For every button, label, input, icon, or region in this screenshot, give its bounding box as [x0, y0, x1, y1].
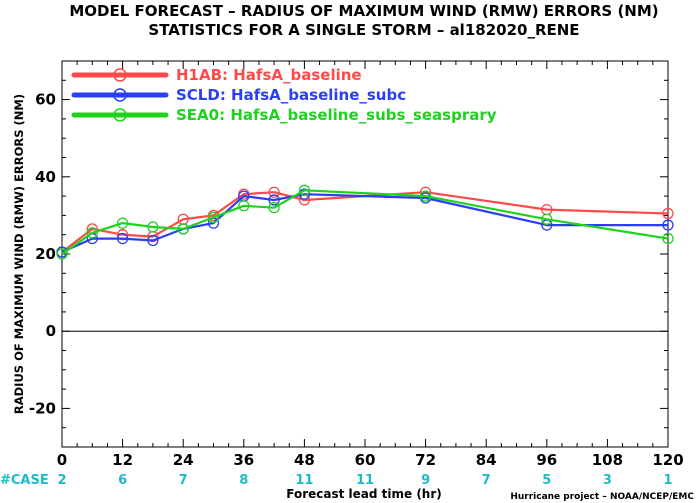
axis-ticks: -20 0 20 40 60 0 12 24 36 48 60 72 84 96 108 120: [29, 60, 684, 469]
data-point-scld: [147, 234, 159, 247]
data-point-sea0: [177, 223, 189, 235]
data-point-scld: [662, 219, 674, 231]
case-counts: 2 6 7 8 11 11 9 7 5 3 1: [57, 473, 672, 488]
data-point-h1ab: [268, 186, 280, 198]
data-point-sea0: [56, 248, 68, 260]
chart-subtitle: STATISTICS FOR A SINGLE STORM – al182020…: [148, 21, 579, 39]
series-h1ab: [56, 186, 674, 258]
x-tick-label: 60: [355, 451, 376, 469]
case-count: 9: [421, 473, 430, 488]
chart-title: MODEL FORECAST – RADIUS OF MAXIMUM WIND …: [69, 2, 658, 20]
data-point-scld: [116, 232, 129, 245]
series-sea0: [56, 184, 674, 260]
y-tick-label: 60: [35, 91, 56, 109]
x-axis-label: Forecast lead time (hr): [286, 487, 442, 501]
case-count: 8: [239, 473, 248, 488]
legend-label-scld: SCLD: HafsA_baseline_subc: [176, 86, 406, 104]
x-tick-label: 84: [476, 451, 497, 469]
legend-label-sea0: SEA0: HafsA_baseline_subs_seasprary: [176, 106, 497, 124]
data-point-sea0: [298, 184, 311, 196]
data-point-sea0: [116, 217, 129, 229]
case-count: 1: [663, 473, 672, 488]
data-point-sea0: [541, 213, 553, 225]
case-count: 11: [295, 473, 313, 488]
series-layer: [56, 184, 674, 260]
data-point-h1ab: [662, 207, 674, 220]
legend-marker-sea0: [113, 108, 127, 122]
legend-label-h1ab: H1AB: HafsA_baseline: [176, 66, 362, 84]
x-tick-label: 12: [112, 451, 133, 469]
y-axis-label: RADIUS OF MAXIMUM WIND (RMW) ERRORS (NM): [12, 94, 26, 414]
x-tick-label: 72: [415, 451, 436, 469]
legend: H1AB: HafsA_baseline SCLD: HafsA_baseline…: [71, 66, 497, 124]
x-tick-label: 108: [592, 451, 623, 469]
x-tick-label: 24: [173, 451, 194, 469]
x-tick-label: 0: [57, 451, 67, 469]
y-tick-label: 40: [35, 168, 56, 186]
case-count: 6: [118, 473, 127, 488]
data-point-sea0: [86, 227, 98, 239]
data-point-sea0: [147, 221, 159, 233]
case-count: 3: [603, 473, 612, 488]
y-tick-label: 20: [35, 245, 56, 263]
x-tick-label: 36: [233, 451, 254, 469]
data-point-sea0: [207, 211, 220, 223]
y-tick-label: 0: [46, 322, 56, 340]
case-count: 7: [179, 473, 188, 488]
data-point-sea0: [268, 202, 280, 214]
legend-marker-h1ab: [113, 68, 127, 82]
case-count: 7: [482, 473, 491, 488]
y-tick-label: -20: [29, 399, 56, 417]
legend-marker-scld: [113, 88, 127, 102]
case-label: #CASE: [0, 473, 49, 488]
x-tick-label: 120: [652, 451, 683, 469]
data-point-scld: [268, 194, 280, 206]
credit-text: Hurricane project – NOAA/NCEP/EMC: [510, 492, 694, 502]
data-point-sea0: [419, 190, 432, 202]
case-count: 11: [356, 473, 374, 488]
data-point-sea0: [662, 232, 674, 245]
x-tick-label: 96: [536, 451, 557, 469]
data-point-sea0: [238, 200, 250, 212]
x-tick-label: 48: [294, 451, 315, 469]
case-count: 5: [542, 473, 551, 488]
case-count: 2: [57, 473, 66, 488]
